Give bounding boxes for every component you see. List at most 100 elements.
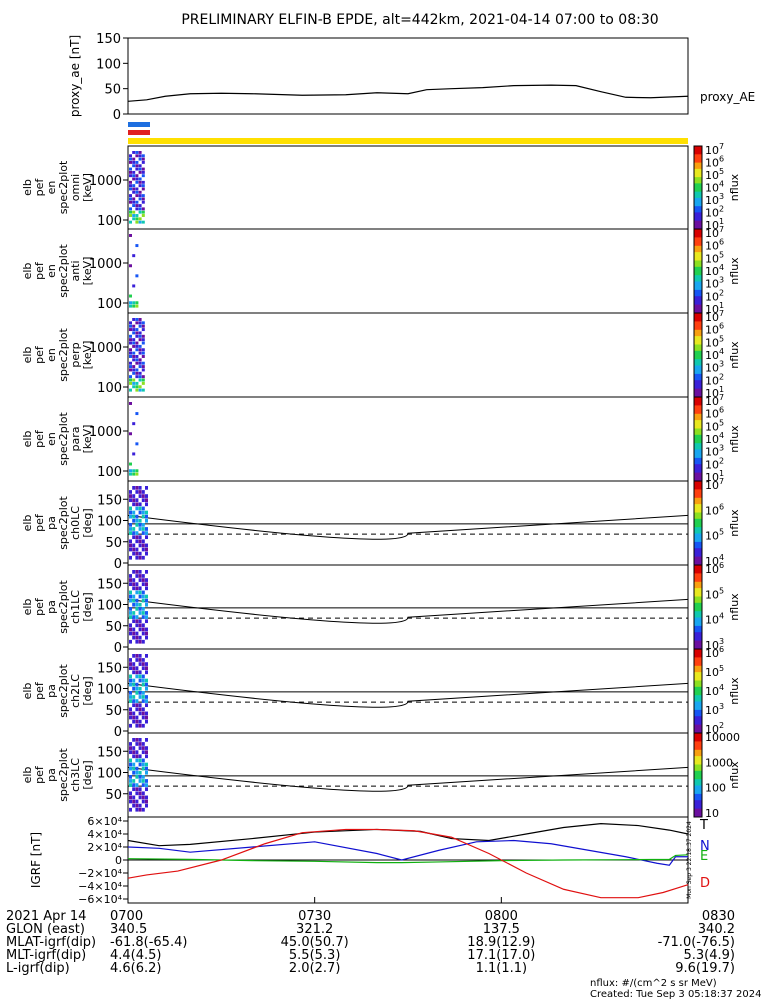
colorbar-cell bbox=[694, 554, 702, 558]
colorbar-cell bbox=[694, 798, 702, 801]
spectrogram-cell bbox=[135, 787, 139, 792]
spectrogram-cell bbox=[132, 666, 136, 671]
spectrogram-cell bbox=[132, 304, 136, 308]
spectrogram-cell bbox=[141, 338, 145, 342]
colorbar-cell bbox=[694, 268, 702, 272]
spectrogram-cell bbox=[141, 174, 145, 178]
colorbar-cell bbox=[694, 607, 702, 610]
colorbar-cell bbox=[694, 649, 702, 652]
colorbar-tick-exponent: 1 bbox=[719, 301, 724, 310]
colorbar-cell bbox=[694, 804, 702, 807]
colorbar-cell bbox=[694, 537, 702, 541]
spectrogram-cell bbox=[132, 494, 136, 498]
spectrogram-cell bbox=[145, 795, 148, 800]
plot-frame bbox=[127, 37, 689, 115]
spectrogram-cell bbox=[138, 207, 142, 211]
spectrogram-cell bbox=[132, 510, 136, 515]
spectrogram-cell bbox=[135, 799, 139, 804]
colorbar-label: nflux bbox=[728, 761, 741, 789]
spectrogram-cell bbox=[141, 381, 145, 385]
colorbar-cell bbox=[694, 789, 702, 793]
spectrogram-cell bbox=[132, 766, 136, 771]
y-tick-label: 100 bbox=[97, 214, 122, 229]
colorbar-cell bbox=[694, 609, 702, 612]
colorbar-tick-exponent: 6 bbox=[719, 561, 724, 570]
loss-cone-curve bbox=[127, 514, 689, 540]
colorbar-cell bbox=[694, 401, 702, 404]
colorbar-frame bbox=[693, 732, 703, 818]
spectrogram-cell bbox=[129, 510, 132, 515]
spectrogram-cell bbox=[132, 358, 136, 362]
spectrogram-cell bbox=[138, 543, 142, 548]
y-axis-label: elb bbox=[21, 599, 34, 616]
spectrogram-cell bbox=[145, 711, 148, 716]
spectrogram-cell bbox=[138, 635, 142, 640]
spectrogram-cell bbox=[145, 699, 148, 703]
spectrogram-cell bbox=[141, 351, 145, 355]
spectrogram-cell bbox=[132, 799, 136, 804]
spectrogram-cell bbox=[129, 264, 132, 268]
spectrogram-cell bbox=[135, 639, 139, 644]
spectrogram-cell bbox=[138, 210, 142, 214]
colorbar-cell bbox=[694, 397, 702, 400]
y-tick-label: 100 bbox=[97, 767, 122, 782]
colorbar-cell bbox=[694, 210, 702, 213]
y-axis-label: pa bbox=[45, 768, 58, 782]
spectrogram-cell bbox=[141, 799, 145, 804]
colorbar-cell bbox=[694, 590, 702, 593]
colorbar-cell bbox=[694, 567, 702, 570]
colorbar-cell bbox=[694, 405, 702, 408]
colorbar-cell bbox=[694, 617, 702, 621]
spectrogram-cell bbox=[135, 750, 139, 755]
colorbar-cell bbox=[694, 751, 702, 755]
spectrogram-cell bbox=[141, 578, 145, 582]
y-tick-label: 150 bbox=[97, 661, 122, 676]
spectrogram-cell bbox=[129, 807, 132, 812]
spectrogram-cell bbox=[129, 207, 132, 211]
spectrogram-cell bbox=[132, 783, 136, 787]
spectrogram-cell bbox=[129, 795, 132, 800]
y-axis-label: pef bbox=[33, 765, 46, 784]
colorbar-tick-label: 105 bbox=[705, 586, 724, 601]
colorbar-cell bbox=[694, 399, 702, 402]
colorbar-tick-exponent: 5 bbox=[719, 250, 724, 259]
spectrogram-cell bbox=[145, 594, 148, 599]
igrf-line bbox=[127, 822, 689, 847]
footer-cell: 0800 bbox=[485, 909, 518, 924]
y-tick-label: −6×10⁴ bbox=[78, 893, 122, 906]
colorbar-cell bbox=[694, 275, 702, 278]
plot-frame bbox=[127, 312, 689, 398]
spectrogram-cell bbox=[129, 154, 132, 158]
spectrogram-cell bbox=[132, 187, 136, 191]
spectrogram-cell bbox=[132, 615, 136, 619]
spectrogram-cell bbox=[138, 775, 142, 779]
spectrogram-cell bbox=[141, 590, 145, 595]
spectrogram-cell bbox=[145, 527, 148, 531]
colorbar-tick-exponent: 1 bbox=[719, 385, 724, 394]
spectrogram-cell bbox=[138, 791, 142, 796]
colorbar-cell bbox=[694, 529, 702, 532]
colorbar-cell bbox=[694, 487, 702, 490]
colorbar-cell bbox=[694, 800, 702, 803]
colorbar-tick-exponent: 6 bbox=[719, 155, 724, 164]
spectrogram-cell bbox=[132, 164, 136, 168]
y-axis-label: spec2plot bbox=[57, 412, 70, 466]
colorbar-cell bbox=[694, 457, 702, 461]
spectrogram-cell bbox=[129, 378, 132, 382]
spectrogram-cell bbox=[135, 190, 139, 194]
colorbar-cell bbox=[694, 154, 702, 157]
spectrogram-cell bbox=[141, 723, 145, 728]
y-tick-label: 0 bbox=[115, 854, 122, 867]
colorbar-tick-exponent: 5 bbox=[719, 528, 724, 537]
colorbar-cell bbox=[694, 273, 702, 276]
spectrogram-cell bbox=[129, 791, 132, 796]
colorbar-cell bbox=[694, 229, 702, 232]
colorbar-cell bbox=[694, 735, 702, 738]
spectrogram-cell bbox=[141, 170, 145, 174]
colorbar-cell bbox=[694, 449, 702, 453]
spectrogram-cell bbox=[135, 220, 139, 224]
colorbar-cell bbox=[694, 760, 702, 763]
spectrogram-cell bbox=[135, 174, 139, 178]
